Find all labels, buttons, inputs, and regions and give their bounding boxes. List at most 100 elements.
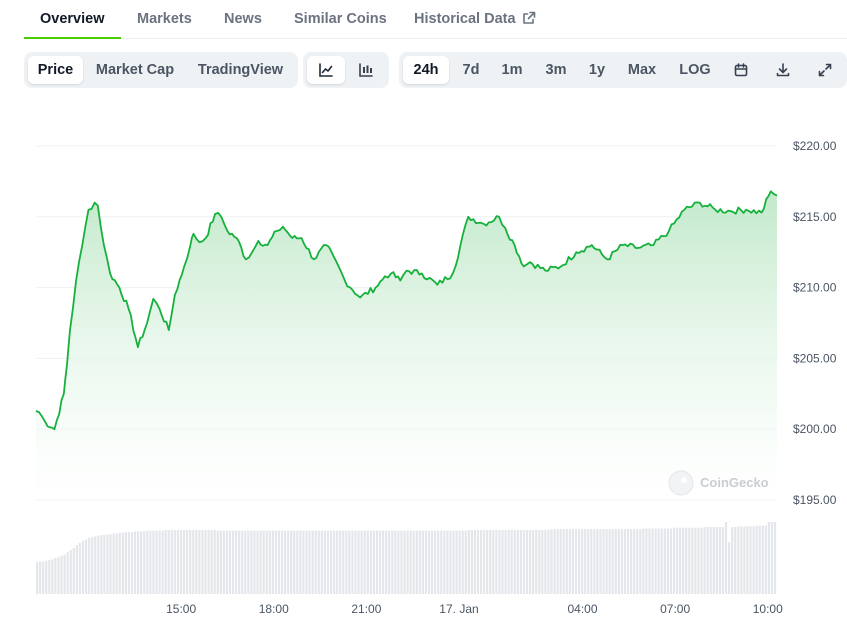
log-scale-button[interactable]: LOG (679, 62, 711, 78)
volume-bar (84, 539, 88, 594)
volume-bar (746, 526, 749, 594)
volume-bar (672, 527, 676, 594)
candlestick-icon (358, 62, 374, 78)
volume-bar (81, 540, 85, 594)
volume-bar (467, 529, 470, 594)
tab-similar-coins[interactable]: Similar Coins (294, 11, 387, 27)
y-tick-label: $210.00 (793, 281, 837, 295)
volume-bar (464, 530, 467, 594)
volume-bar (317, 530, 320, 594)
volume-bar (109, 534, 112, 594)
volume-bar (691, 527, 694, 594)
tab-news[interactable]: News (224, 11, 262, 27)
volume-bar (737, 526, 740, 594)
view-market-cap-button[interactable]: Market Cap (95, 62, 175, 78)
volume-bar (476, 529, 480, 594)
volume-bar (761, 525, 764, 594)
volume-bar (91, 537, 94, 594)
range-1y-button[interactable]: 1y (588, 62, 606, 78)
volume-bar (565, 529, 568, 594)
volume-bar (363, 530, 366, 594)
volume-bar (256, 530, 259, 594)
volume-bar (648, 528, 651, 594)
volume-bar (388, 530, 391, 594)
chart-type-selector (303, 52, 389, 88)
range-24h-button[interactable]: 24h (403, 56, 449, 84)
volume-bar (210, 529, 213, 594)
volume-bar (314, 530, 317, 594)
x-tick-label: 04:00 (567, 602, 597, 616)
volume-bar (385, 530, 388, 594)
calendar-button[interactable] (725, 56, 757, 84)
volume-bar (155, 530, 158, 594)
volume-bar (755, 525, 758, 594)
y-tick-label: $220.00 (793, 139, 837, 153)
line-chart-icon (318, 62, 334, 78)
range-3m-button[interactable]: 3m (545, 62, 567, 78)
range-7d-button[interactable]: 7d (462, 62, 480, 78)
volume-bar (599, 529, 602, 594)
tab-markets[interactable]: Markets (137, 11, 192, 27)
volume-bar (133, 531, 137, 594)
expand-button[interactable] (809, 56, 841, 84)
volume-bar (54, 558, 57, 594)
volume-bar (577, 529, 581, 594)
volume-bar (682, 527, 685, 594)
volume-bar (216, 530, 219, 594)
range-max-button[interactable]: Max (627, 62, 657, 78)
volume-bar (409, 530, 412, 594)
volume-bar (666, 528, 669, 594)
candlestick-button[interactable] (347, 56, 385, 84)
volume-bar (342, 530, 345, 594)
volume-bar (437, 530, 440, 594)
calendar-icon (733, 62, 749, 78)
volume-bar (204, 529, 207, 594)
volume-bar (329, 530, 333, 594)
tab-historical-data-label: Historical Data (414, 11, 516, 27)
volume-bar (473, 529, 477, 594)
volume-bar (127, 532, 131, 594)
volume-bar (323, 530, 326, 594)
volume-bar (140, 531, 143, 594)
volume-bar (118, 532, 121, 594)
volume-bar (403, 530, 406, 594)
volume-bar (620, 529, 624, 594)
volume-bar (636, 529, 639, 594)
volume-bar (225, 530, 229, 594)
volume-bar (274, 530, 277, 594)
tab-historical-data[interactable]: Historical Data (414, 11, 536, 29)
volume-bar (581, 529, 584, 594)
nav-tabs: Overview Markets News Similar Coins Hist… (24, 0, 847, 39)
volume-bar (525, 529, 529, 594)
view-price-button[interactable]: Price (28, 56, 83, 84)
volume-bar (498, 529, 501, 594)
volume-bar (593, 529, 596, 594)
volume-bar (602, 529, 605, 594)
volume-bar (608, 529, 611, 594)
volume-bar (60, 555, 63, 594)
tab-overview[interactable]: Overview (40, 11, 105, 27)
volume-bar (694, 527, 697, 594)
volume-bar (228, 530, 232, 594)
range-1m-button[interactable]: 1m (501, 62, 523, 78)
volume-bar (293, 530, 296, 594)
volume-bar (703, 527, 706, 594)
volume-bar (192, 529, 195, 594)
y-tick-label: $205.00 (793, 351, 837, 365)
download-button[interactable] (767, 56, 799, 84)
volume-bar (158, 530, 161, 594)
volume-bar (590, 529, 593, 594)
volume-bar (235, 530, 238, 594)
volume-bar (198, 529, 201, 594)
volume-bar (382, 530, 385, 594)
volume-bar (311, 530, 314, 594)
volume-bar (39, 561, 42, 594)
line-chart-button[interactable] (307, 56, 345, 84)
volume-bar (146, 530, 149, 594)
volume-bar (675, 527, 679, 594)
volume-bar (764, 525, 767, 594)
view-tradingview-button[interactable]: TradingView (197, 62, 284, 78)
volume-bar (45, 560, 48, 594)
volume-bar (336, 530, 339, 594)
